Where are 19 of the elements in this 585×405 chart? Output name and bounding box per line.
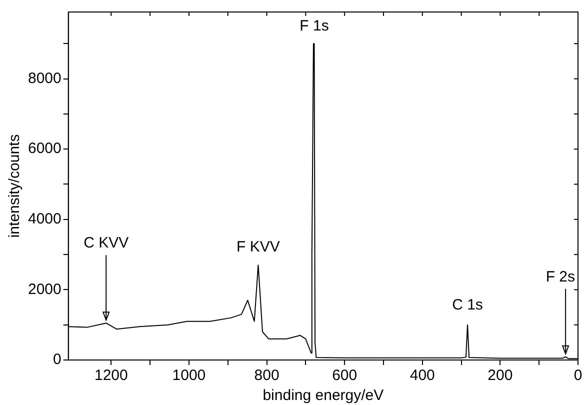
- annotation: F 2s: [546, 268, 576, 286]
- annotation: C 1s: [452, 296, 483, 314]
- x-tick-label: 400: [410, 367, 435, 384]
- x-tick-label: 600: [332, 367, 358, 384]
- annotation: F 1s: [300, 17, 329, 34]
- x-tick-label: 200: [488, 367, 513, 384]
- x-axis-title: binding energy/eV: [262, 387, 384, 404]
- x-tick-label: 1000: [172, 367, 206, 384]
- y-tick-label: 4000: [28, 210, 62, 228]
- annotation: F KVV: [236, 238, 280, 256]
- y-tick-label: 6000: [28, 140, 62, 158]
- x-tick-label: 1200: [94, 367, 128, 384]
- annotation: C KVV: [84, 234, 129, 252]
- x-tick-label: 0: [574, 367, 582, 384]
- y-tick-label: 0: [53, 351, 62, 368]
- y-tick-label: 2000: [28, 280, 62, 298]
- x-tick-label: 800: [254, 367, 280, 384]
- y-axis-title: intensity/counts: [6, 134, 24, 238]
- y-tick-label: 8000: [28, 70, 62, 87]
